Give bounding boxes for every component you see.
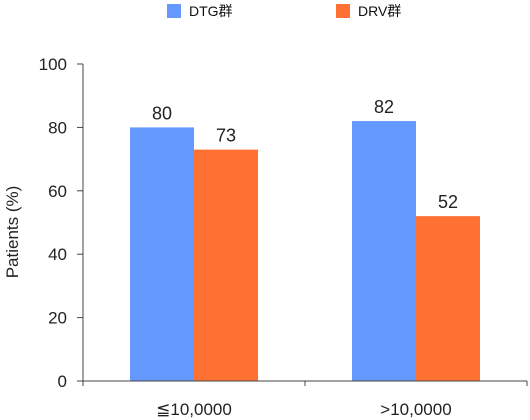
bars (130, 121, 480, 382)
y-tick-label: 40 (48, 245, 67, 264)
x-tick-label: ≦10,0000 (156, 400, 232, 419)
legend-label-dtg: DTG群 (189, 3, 233, 19)
bar-drv-1 (416, 216, 480, 381)
data-label: 82 (374, 97, 394, 117)
data-label: 52 (438, 192, 458, 212)
data-label: 80 (152, 103, 172, 123)
x-axis-ticks: ≦10,0000 >10,0000 (82, 381, 528, 419)
y-axis-label: Patients (%) (3, 186, 22, 279)
legend: DTG群 DRV群 (167, 3, 401, 19)
x-tick-label: >10,0000 (380, 400, 451, 419)
bar-dtg-0 (130, 127, 194, 382)
legend-label-drv: DRV群 (358, 3, 401, 19)
bar-dtg-1 (352, 121, 416, 381)
y-tick-label: 0 (58, 372, 67, 391)
y-tick-label: 80 (48, 118, 67, 137)
data-labels: 80 73 82 52 (152, 97, 458, 212)
y-tick-label: 100 (39, 55, 67, 74)
bar-drv-0 (194, 149, 258, 381)
y-axis-ticks: 0 20 40 60 80 100 (39, 55, 83, 391)
legend-swatch-dtg (167, 4, 181, 18)
y-tick-label: 20 (48, 309, 67, 328)
y-tick-label: 60 (48, 182, 67, 201)
data-label: 73 (216, 126, 236, 146)
legend-swatch-drv (336, 4, 350, 18)
